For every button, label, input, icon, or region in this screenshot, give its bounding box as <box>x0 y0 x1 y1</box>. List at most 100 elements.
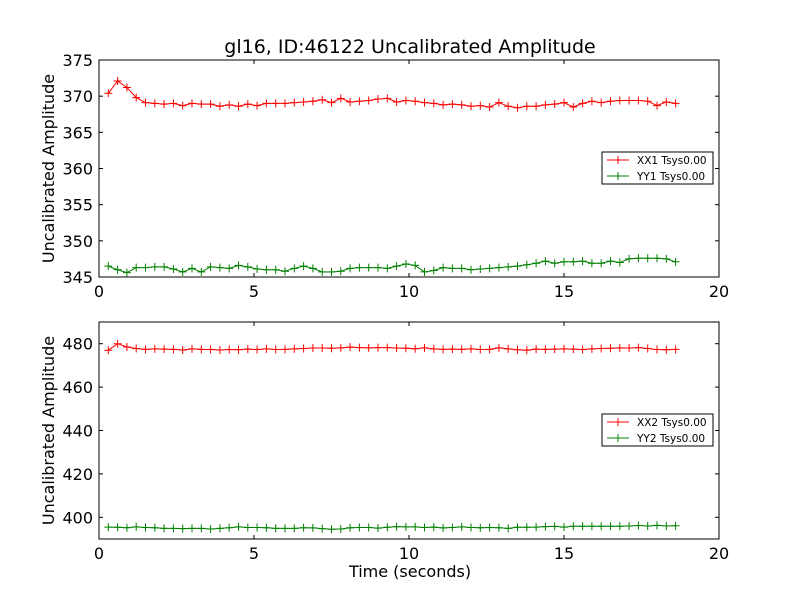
data-point <box>355 343 364 352</box>
data-point <box>299 523 308 532</box>
data-point <box>346 523 355 532</box>
data-point <box>132 522 141 531</box>
data-point <box>243 523 252 532</box>
data-point <box>429 266 438 275</box>
data-point <box>188 524 196 533</box>
data-point <box>234 345 243 354</box>
data-point <box>560 257 568 266</box>
data-point <box>336 94 345 103</box>
data-point <box>634 521 643 530</box>
data-point <box>318 267 327 276</box>
data-point <box>662 254 671 263</box>
data-point <box>215 263 224 272</box>
data-point <box>467 523 475 532</box>
y-tick-label: 440 <box>62 422 93 441</box>
y-tick-label: 360 <box>62 160 93 179</box>
data-point <box>374 524 382 533</box>
data-point <box>215 102 224 111</box>
data-point <box>634 96 643 105</box>
data-point <box>578 257 587 266</box>
data-point <box>188 99 196 108</box>
data-point <box>327 98 336 107</box>
x-tick-label: 5 <box>249 282 259 301</box>
data-point <box>141 98 150 107</box>
data-point <box>132 93 141 102</box>
data-point <box>392 344 401 353</box>
x-tick-label: 10 <box>399 282 419 301</box>
data-point <box>113 265 122 274</box>
data-point <box>457 264 466 273</box>
data-point <box>541 345 550 354</box>
legend-marker <box>614 156 622 164</box>
data-point <box>550 345 559 354</box>
data-point <box>374 95 382 104</box>
data-point <box>225 100 234 109</box>
data-point <box>364 96 373 105</box>
data-point <box>336 267 345 276</box>
data-point <box>225 264 234 273</box>
data-point <box>346 343 355 352</box>
data-point <box>364 343 373 352</box>
data-point <box>234 261 243 270</box>
data-point <box>178 267 187 276</box>
data-point <box>485 523 494 532</box>
data-point <box>392 97 401 106</box>
data-point <box>132 263 141 272</box>
data-point <box>132 344 141 353</box>
data-point <box>550 522 559 531</box>
data-point <box>671 257 680 266</box>
data-point <box>374 343 382 352</box>
data-point <box>364 263 373 272</box>
data-point <box>253 101 262 110</box>
data-point <box>522 260 531 269</box>
data-point <box>457 100 466 109</box>
data-point <box>532 259 541 268</box>
data-point <box>532 102 541 111</box>
data-point <box>234 102 243 111</box>
data-point <box>411 261 420 270</box>
data-point <box>513 103 522 112</box>
data-point <box>374 263 382 272</box>
data-point <box>169 524 178 533</box>
data-point <box>560 98 568 107</box>
data-point <box>429 523 438 532</box>
data-point <box>578 99 587 108</box>
legend: XX1 Tsys0.00 YY1 Tsys0.00 <box>601 151 714 185</box>
data-point <box>197 100 206 109</box>
data-point <box>290 98 299 107</box>
legend-marker <box>614 434 622 442</box>
data-point <box>671 345 680 354</box>
data-point <box>522 102 531 111</box>
series-1 <box>104 339 680 355</box>
data-point <box>271 524 280 533</box>
data-point <box>653 521 661 530</box>
data-point <box>150 262 159 271</box>
data-point <box>169 99 178 108</box>
y-tick-label: 400 <box>62 508 93 527</box>
y-tick-label: 350 <box>62 232 93 251</box>
legend-marker <box>614 418 622 426</box>
data-point <box>104 523 113 532</box>
y-tick-label: 375 <box>62 51 93 70</box>
data-point <box>234 522 243 531</box>
data-point <box>104 89 113 98</box>
data-point <box>206 262 215 271</box>
data-point <box>383 523 392 532</box>
data-point <box>355 97 364 106</box>
data-point <box>522 523 531 532</box>
data-point <box>243 345 252 354</box>
legend: XX2 Tsys0.00 YY2 Tsys0.00 <box>601 413 714 447</box>
y-tick-label: 480 <box>62 335 93 354</box>
data-point <box>308 264 317 273</box>
data-point <box>178 524 187 533</box>
data-point <box>420 98 429 107</box>
data-point <box>113 339 122 348</box>
data-point <box>113 523 122 532</box>
data-point <box>401 522 410 531</box>
data-point <box>662 345 671 354</box>
data-point <box>587 522 596 531</box>
data-point <box>327 267 336 276</box>
data-point <box>634 343 643 352</box>
data-point <box>420 343 429 352</box>
